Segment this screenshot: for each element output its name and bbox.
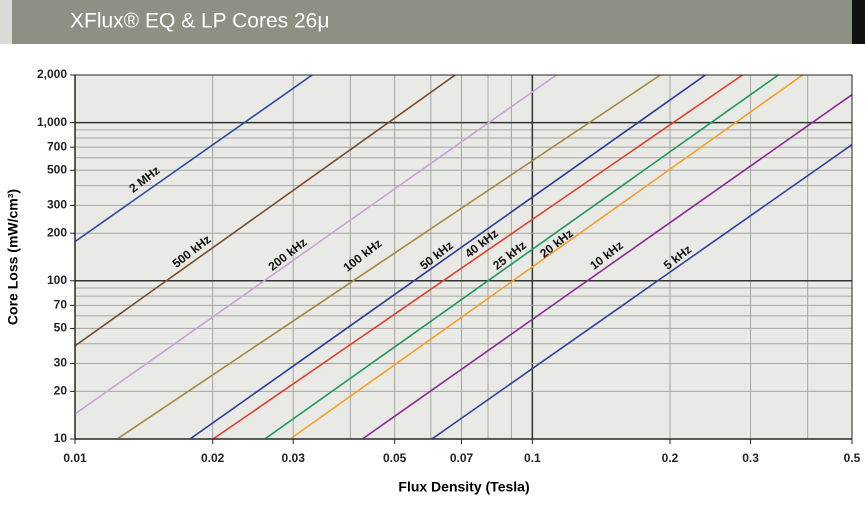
x-tick-label: 0.01 — [63, 451, 87, 465]
x-tick-label: 0.07 — [450, 451, 474, 465]
x-tick-label: 0.03 — [282, 451, 306, 465]
series-line — [361, 93, 852, 439]
plot-frame — [74, 74, 853, 440]
title-bar-edge — [0, 0, 12, 44]
series-line — [116, 75, 661, 439]
plot-area — [75, 75, 852, 439]
y-tick-label: 300 — [47, 198, 67, 212]
series-line — [75, 75, 557, 415]
x-axis-label: Flux Density (Tesla) — [398, 479, 529, 495]
x-tick-label: 0.2 — [662, 451, 679, 465]
x-tick-label: 0.05 — [383, 451, 407, 465]
series-line — [289, 75, 804, 439]
chart-title: XFlux® EQ & LP Cores 26μ — [70, 10, 329, 33]
x-tick-label: 0.5 — [844, 451, 861, 465]
series-line — [212, 75, 743, 439]
series-line — [264, 75, 779, 439]
y-tick-label: 20 — [54, 384, 68, 398]
y-tick-label: 1,000 — [37, 115, 67, 129]
y-axis-label: Core Loss (mW/cm³) — [5, 189, 21, 325]
series-line — [75, 75, 456, 347]
y-tick-label: 200 — [47, 225, 67, 239]
y-tick-label: 2,000 — [37, 67, 67, 81]
y-tick-label: 500 — [47, 162, 67, 176]
series-line — [189, 75, 706, 439]
series-line — [75, 75, 313, 243]
y-tick-label: 100 — [47, 273, 67, 287]
y-tick-label: 30 — [54, 356, 68, 370]
x-tick-label: 0.3 — [742, 451, 759, 465]
series-line — [431, 143, 852, 439]
y-tick-label: 700 — [47, 139, 67, 153]
y-tick-label: 50 — [54, 321, 68, 335]
y-tick-label: 10 — [54, 431, 68, 445]
x-tick-label: 0.1 — [524, 451, 541, 465]
y-tick-label: 70 — [54, 297, 68, 311]
title-bar — [12, 0, 852, 44]
x-tick-label: 0.02 — [201, 451, 225, 465]
title-bar-corner — [852, 0, 865, 44]
